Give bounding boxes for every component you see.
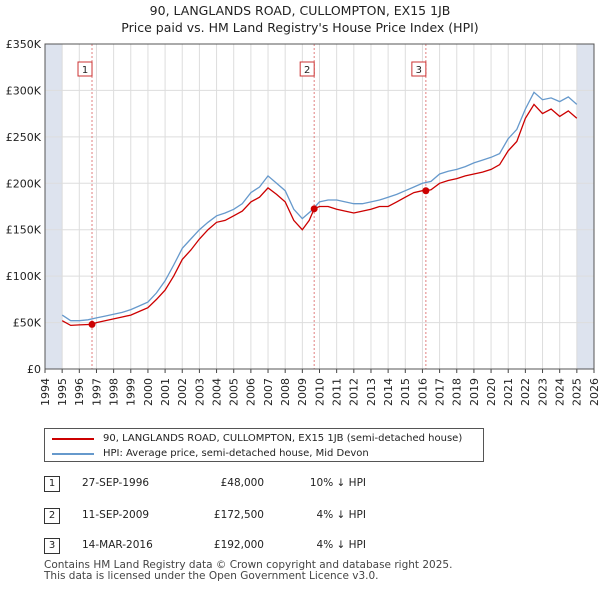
x-tick-label: 2022 xyxy=(519,378,532,406)
sale-price: £172,500 xyxy=(213,509,264,521)
x-tick-label: 1997 xyxy=(90,378,103,406)
y-tick-label: £350K xyxy=(6,38,42,51)
y-tick-label: £50K xyxy=(13,317,42,330)
y-tick-label: £300K xyxy=(6,84,42,97)
x-tick-label: 1994 xyxy=(39,378,52,406)
legend-label-hpi: HPI: Average price, semi-detached house,… xyxy=(103,448,369,459)
y-tick-label: £100K xyxy=(6,270,42,283)
y-tick-label: £250K xyxy=(6,131,42,144)
x-tick-label: 2007 xyxy=(262,378,275,406)
sale-label-text: 3 xyxy=(416,65,422,76)
footer-copyright: Contains HM Land Registry data © Crown c… xyxy=(44,559,453,571)
sale-date: 14-MAR-2016 xyxy=(82,539,153,551)
sale-label-box xyxy=(411,61,427,77)
sale-point xyxy=(310,205,318,213)
x-tick-label: 2008 xyxy=(279,378,292,406)
y-tick-label: £150K xyxy=(6,224,42,237)
x-tick-label: 2009 xyxy=(296,378,309,406)
x-tick-label: 2012 xyxy=(348,378,361,406)
x-tick-label: 2020 xyxy=(485,378,498,406)
x-tick-label: 2018 xyxy=(451,378,464,406)
x-tick-label: 2010 xyxy=(313,378,326,406)
sale-price: £48,000 xyxy=(220,477,264,489)
sale-hpi-diff: 4% ↓ HPI xyxy=(316,509,366,521)
series-line-property xyxy=(61,103,578,327)
x-tick-label: 2013 xyxy=(365,378,378,406)
sale-point xyxy=(422,187,430,195)
x-tick-label: 2001 xyxy=(159,378,172,406)
sale-date: 11-SEP-2009 xyxy=(82,509,150,521)
price-chart: £0 £50K £100K £150K £200K £250K £300K £350K 1994… xyxy=(6,38,600,406)
x-tick-label: 2005 xyxy=(228,378,241,406)
sale-label-box xyxy=(299,61,315,77)
y-tick-label: £200K xyxy=(6,177,42,190)
sale-date: 27-SEP-1996 xyxy=(82,477,150,489)
legend-label-property: 90, LANGLANDS ROAD, CULLOMPTON, EX15 1JB… xyxy=(103,433,463,444)
x-tick-label: 2017 xyxy=(433,378,446,406)
sale-hpi-diff: 4% ↓ HPI xyxy=(316,539,366,551)
x-tick-label: 2025 xyxy=(571,378,584,406)
shade-after xyxy=(576,44,594,369)
table-row: 3 14-MAR-2016 £192,000 4% ↓ HPI xyxy=(44,536,464,556)
shade-before xyxy=(45,44,63,369)
x-tick-label: 2006 xyxy=(245,378,258,406)
table-row: 2 11-SEP-2009 £172,500 4% ↓ HPI xyxy=(44,506,464,526)
footer: Contains HM Land Registry data © Crown c… xyxy=(44,560,452,582)
x-tick-label: 2000 xyxy=(142,378,155,406)
x-tick-label: 2011 xyxy=(331,378,344,406)
x-tick-label: 2014 xyxy=(382,378,395,406)
legend-swatch-red xyxy=(52,438,94,440)
chart-subtitle: Price paid vs. HM Land Registry's House … xyxy=(121,20,479,35)
x-tick-label: 1999 xyxy=(125,378,138,406)
x-tick-label: 2023 xyxy=(536,378,549,406)
sale-number: 3 xyxy=(44,538,60,554)
x-tick-label: 1998 xyxy=(107,378,120,406)
chart-title: 90, LANGLANDS ROAD, CULLOMPTON, EX15 1JB xyxy=(149,3,451,18)
legend: 90, LANGLANDS ROAD, CULLOMPTON, EX15 1JB… xyxy=(44,428,484,462)
x-tick-label: 2004 xyxy=(210,378,223,406)
y-tick-label: £0 xyxy=(27,363,41,376)
x-tick-label: 2015 xyxy=(399,378,412,406)
sale-label-text: 1 xyxy=(82,65,88,76)
x-tick-label: 1996 xyxy=(73,378,86,406)
sale-point xyxy=(88,320,96,328)
x-tick-label: 2016 xyxy=(416,378,429,406)
x-tick-label: 2026 xyxy=(588,378,600,406)
legend-item-property: 90, LANGLANDS ROAD, CULLOMPTON, EX15 1JB… xyxy=(45,431,483,447)
x-tick-label: 1995 xyxy=(56,378,69,406)
series-line-hpi xyxy=(61,91,578,322)
chart-title-block: 90, LANGLANDS ROAD, CULLOMPTON, EX15 1JB… xyxy=(0,2,600,36)
x-tick-label: 2019 xyxy=(468,378,481,406)
plot-frame xyxy=(44,43,595,370)
x-tick-label: 2024 xyxy=(554,378,567,406)
legend-item-hpi: HPI: Average price, semi-detached house,… xyxy=(45,446,483,462)
sale-label-text: 2 xyxy=(304,65,310,76)
sale-label-box xyxy=(77,61,93,77)
sale-number: 2 xyxy=(44,508,60,524)
legend-swatch-blue xyxy=(52,453,94,455)
sale-hpi-diff: 10% ↓ HPI xyxy=(309,477,366,489)
footer-licence: This data is licensed under the Open Gov… xyxy=(44,570,379,582)
x-tick-label: 2021 xyxy=(502,378,515,406)
sale-price: £192,000 xyxy=(213,539,264,551)
sale-number: 1 xyxy=(44,476,60,492)
x-tick-label: 2003 xyxy=(193,378,206,406)
table-row: 1 27-SEP-1996 £48,000 10% ↓ HPI xyxy=(44,474,464,494)
x-tick-label: 2002 xyxy=(176,378,189,406)
